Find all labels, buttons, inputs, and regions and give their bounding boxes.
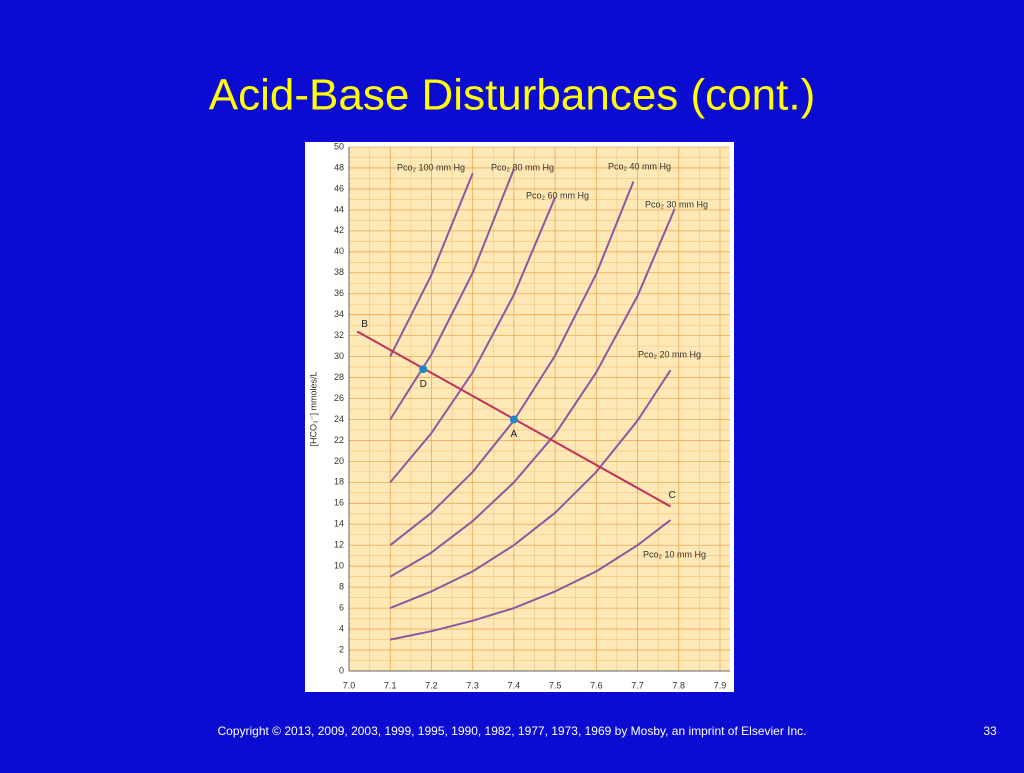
series-label: Pco₂ 60 mm Hg xyxy=(526,190,589,200)
x-tick-label: 7.7 xyxy=(631,680,644,690)
x-tick-label: 7.3 xyxy=(466,680,479,690)
y-tick-label: 46 xyxy=(334,183,344,193)
slide-title: Acid-Base Disturbances (cont.) xyxy=(209,71,815,120)
point-label: A xyxy=(511,429,518,440)
y-tick-label: 48 xyxy=(334,162,344,172)
page-number: 33 xyxy=(983,724,997,738)
y-axis-label: [HCO₃⁻] mmoles/L xyxy=(308,372,318,447)
y-tick-label: 36 xyxy=(334,288,344,298)
isopleth-line xyxy=(389,208,676,578)
isopleth-line xyxy=(389,369,672,610)
y-tick-label: 32 xyxy=(334,330,344,340)
series-label: Pco₂ 100 mm Hg xyxy=(397,162,465,172)
series-label: Pco₂ 80 mm Hg xyxy=(491,162,554,172)
x-tick-label: 7.4 xyxy=(508,680,521,690)
line-label: C xyxy=(669,490,676,501)
y-tick-label: 14 xyxy=(334,519,344,529)
x-tick-label: 7.1 xyxy=(384,680,397,690)
y-tick-label: 24 xyxy=(334,414,344,424)
isopleth-line xyxy=(389,172,474,358)
y-tick-label: 20 xyxy=(334,456,344,466)
y-tick-label: 26 xyxy=(334,393,344,403)
copyright: Copyright © 2013, 2009, 2003, 1999, 1995… xyxy=(217,724,806,738)
y-tick-label: 30 xyxy=(334,351,344,361)
isopleth-line xyxy=(389,196,557,484)
series-label: Pco₂ 30 mm Hg xyxy=(645,199,708,209)
y-tick-label: 6 xyxy=(339,602,344,612)
series-label: Pco₂ 20 mm Hg xyxy=(638,349,701,359)
x-tick-label: 7.8 xyxy=(673,680,686,690)
series-label: Pco₂ 40 mm Hg xyxy=(608,161,671,171)
y-tick-label: 10 xyxy=(334,561,344,571)
y-tick-label: 38 xyxy=(334,267,344,277)
point xyxy=(509,415,518,424)
x-tick-label: 7.2 xyxy=(425,680,438,690)
y-tick-label: 12 xyxy=(334,540,344,550)
y-tick-label: 42 xyxy=(334,225,344,235)
isopleth-line xyxy=(390,519,672,641)
line-label: B xyxy=(361,319,368,330)
y-tick-label: 50 xyxy=(334,141,344,151)
x-tick-label: 7.0 xyxy=(343,680,356,690)
y-tick-label: 8 xyxy=(339,582,344,592)
y-tick-label: 44 xyxy=(334,204,344,214)
y-tick-label: 0 xyxy=(339,665,344,675)
y-tick-label: 34 xyxy=(334,309,344,319)
y-tick-label: 18 xyxy=(334,477,344,487)
y-tick-label: 40 xyxy=(334,246,344,256)
y-tick-label: 4 xyxy=(339,623,344,633)
isopleth-line xyxy=(389,168,515,421)
x-tick-label: 7.6 xyxy=(590,680,603,690)
y-tick-label: 2 xyxy=(339,644,344,654)
x-tick-label: 7.5 xyxy=(549,680,562,690)
point-label: D xyxy=(420,379,427,390)
series-label: Pco₂ 10 mm Hg xyxy=(643,549,706,559)
point xyxy=(419,365,428,374)
y-tick-label: 28 xyxy=(334,372,344,382)
y-tick-label: 16 xyxy=(334,498,344,508)
y-tick-label: 22 xyxy=(334,435,344,445)
x-tick-label: 7.9 xyxy=(714,680,727,690)
